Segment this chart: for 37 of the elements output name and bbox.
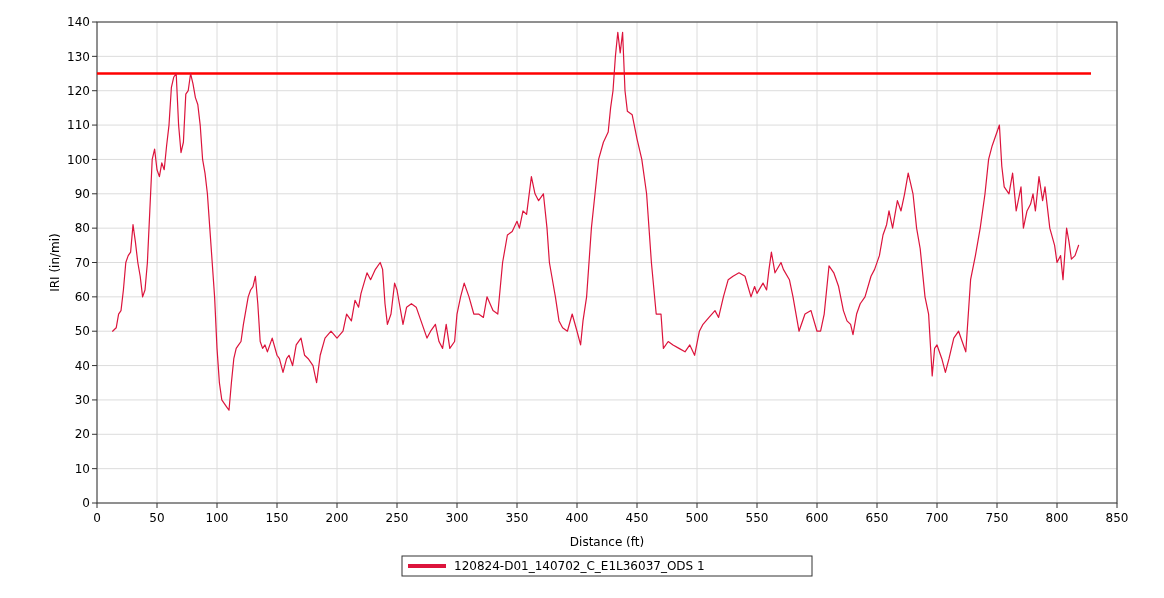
x-tick-label: 50 — [149, 511, 165, 525]
y-tick-label: 30 — [74, 393, 90, 408]
x-tick-label: 250 — [385, 511, 409, 525]
y-tick-label: 50 — [74, 324, 90, 339]
x-axis-title: Distance (ft) — [569, 535, 645, 549]
x-tick-label: 750 — [985, 511, 1009, 525]
x-tick-label: 550 — [745, 511, 769, 525]
x-tick-label: 450 — [625, 511, 649, 525]
x-tick-label: 700 — [925, 511, 949, 525]
x-tick-label: 800 — [1045, 511, 1069, 525]
y-tick-label: 20 — [74, 427, 90, 442]
x-tick-label: 200 — [325, 511, 349, 525]
x-tick-label: 500 — [685, 511, 709, 525]
y-tick-label: 130 — [67, 49, 90, 64]
y-tick-label: 0 — [82, 496, 90, 511]
x-tick-label: 350 — [505, 511, 529, 525]
x-tick-label: 150 — [265, 511, 289, 525]
y-tick-label: 120 — [67, 83, 90, 98]
y-tick-label: 140 — [67, 15, 90, 30]
y-tick-label: 60 — [74, 290, 90, 305]
line-series — [112, 31, 1080, 411]
y-tick-label: 40 — [74, 358, 90, 373]
y-tick-label: 80 — [74, 221, 90, 236]
x-tick-label: 600 — [805, 511, 829, 525]
x-tick-label: 650 — [865, 511, 889, 525]
x-tick-label: 400 — [565, 511, 589, 525]
y-tick-label: 70 — [74, 255, 90, 270]
y-tick-label: 10 — [74, 461, 90, 476]
y-axis-title: IRI (in/mi) — [48, 233, 62, 292]
x-tick-label: 850 — [1105, 511, 1129, 525]
y-tick-label: 110 — [67, 118, 90, 133]
y-tick-label: 100 — [67, 152, 90, 167]
x-tick-label: 100 — [205, 511, 229, 525]
x-tick-label: 0 — [93, 511, 101, 525]
x-tick-label: 300 — [445, 511, 469, 525]
y-tick-label: 90 — [74, 186, 90, 201]
legend-label: 120824-D01_140702_C_E1L36037_ODS 1 — [454, 559, 705, 573]
